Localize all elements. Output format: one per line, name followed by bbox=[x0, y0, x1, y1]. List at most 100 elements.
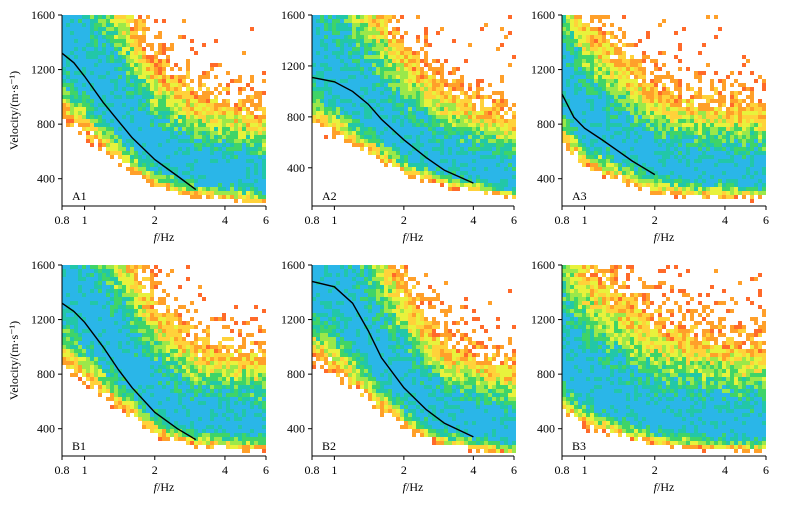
heatmap-cell bbox=[686, 171, 690, 175]
heatmap-cell bbox=[758, 75, 762, 79]
heatmap-cell bbox=[134, 131, 138, 135]
heatmap-cell bbox=[488, 107, 492, 111]
heatmap-cell bbox=[118, 147, 122, 151]
heatmap-cell bbox=[630, 171, 634, 175]
heatmap-cell bbox=[650, 163, 654, 167]
heatmap-cell bbox=[356, 111, 360, 115]
heatmap-cell bbox=[512, 167, 516, 171]
heatmap-cell bbox=[504, 119, 508, 123]
heatmap-cell bbox=[74, 19, 78, 23]
heatmap-cell bbox=[222, 111, 226, 115]
heatmap-cell bbox=[114, 95, 118, 99]
heatmap-cell bbox=[372, 71, 376, 75]
heatmap-cell bbox=[500, 79, 504, 83]
heatmap bbox=[62, 265, 266, 453]
heatmap-cell bbox=[194, 159, 198, 163]
heatmap-cell bbox=[710, 155, 714, 159]
heatmap-cell bbox=[492, 99, 496, 103]
heatmap-cell bbox=[480, 187, 484, 191]
heatmap-cell bbox=[694, 115, 698, 119]
heatmap-cell bbox=[372, 19, 376, 23]
heatmap-cell bbox=[614, 63, 618, 67]
heatmap-cell bbox=[682, 155, 686, 159]
heatmap-cell bbox=[634, 147, 638, 151]
heatmap-cell bbox=[62, 269, 66, 273]
heatmap-cell bbox=[694, 131, 698, 135]
heatmap-cell bbox=[262, 111, 266, 115]
heatmap-cell bbox=[170, 163, 174, 167]
heatmap-cell bbox=[360, 15, 364, 19]
heatmap-cell bbox=[162, 103, 166, 107]
heatmap-cell bbox=[242, 135, 246, 139]
heatmap-cell bbox=[98, 27, 102, 31]
heatmap-cell bbox=[670, 159, 674, 163]
heatmap-cell bbox=[412, 115, 416, 119]
heatmap-cell bbox=[138, 75, 142, 79]
heatmap-cell bbox=[206, 179, 210, 183]
heatmap-cell bbox=[428, 87, 432, 91]
heatmap-cell bbox=[694, 191, 698, 195]
heatmap-cell bbox=[562, 111, 566, 115]
heatmap-cell bbox=[610, 167, 614, 171]
heatmap-cell bbox=[400, 35, 404, 39]
heatmap-cell bbox=[412, 159, 416, 163]
heatmap-cell bbox=[154, 167, 158, 171]
heatmap-cell bbox=[384, 63, 388, 67]
heatmap-cell bbox=[662, 19, 666, 23]
heatmap-cell bbox=[562, 47, 566, 51]
heatmap-cell bbox=[500, 179, 504, 183]
heatmap-cell bbox=[146, 159, 150, 163]
heatmap-cell bbox=[210, 99, 214, 103]
heatmap-cell bbox=[598, 163, 602, 167]
heatmap-cell bbox=[610, 95, 614, 99]
heatmap-cell bbox=[598, 27, 602, 31]
heatmap-cell bbox=[706, 151, 710, 155]
heatmap-cell bbox=[424, 131, 428, 135]
heatmap-cell bbox=[348, 27, 352, 31]
heatmap-cell bbox=[246, 171, 250, 175]
heatmap-cell bbox=[666, 111, 670, 115]
heatmap-cell bbox=[738, 143, 742, 147]
heatmap-cell bbox=[368, 127, 372, 131]
heatmap-cell bbox=[130, 115, 134, 119]
heatmap-cell bbox=[74, 31, 78, 35]
heatmap-cell bbox=[372, 23, 376, 27]
heatmap-cell bbox=[130, 163, 134, 167]
heatmap-cell bbox=[78, 27, 82, 31]
heatmap-cell bbox=[206, 143, 210, 147]
heatmap-cell bbox=[396, 83, 400, 87]
heatmap-cell bbox=[448, 87, 452, 91]
heatmap-cell bbox=[400, 111, 404, 115]
heatmap-cell bbox=[138, 107, 142, 111]
heatmap-cell bbox=[158, 155, 162, 159]
heatmap-cell bbox=[150, 67, 154, 71]
heatmap-cell bbox=[460, 163, 464, 167]
heatmap-cell bbox=[206, 115, 210, 119]
heatmap-cell bbox=[356, 79, 360, 83]
heatmap-cell bbox=[654, 59, 658, 63]
heatmap-cell bbox=[432, 119, 436, 123]
heatmap-cell bbox=[234, 171, 238, 175]
heatmap-cell bbox=[206, 195, 210, 199]
heatmap-cell bbox=[396, 75, 400, 79]
heatmap-cell bbox=[750, 91, 754, 95]
heatmap-cell bbox=[444, 111, 448, 115]
heatmap-cell bbox=[670, 79, 674, 83]
heatmap-cell bbox=[630, 147, 634, 151]
heatmap-cell bbox=[126, 159, 130, 163]
heatmap-cell bbox=[142, 123, 146, 127]
heatmap-cell bbox=[312, 95, 316, 99]
heatmap-cell bbox=[702, 139, 706, 143]
heatmap-cell bbox=[468, 151, 472, 155]
heatmap-cell bbox=[618, 79, 622, 83]
heatmap-cell bbox=[62, 91, 66, 95]
heatmap-cell bbox=[750, 179, 754, 183]
heatmap-cell bbox=[492, 103, 496, 107]
heatmap-cell bbox=[610, 139, 614, 143]
heatmap-cell bbox=[186, 143, 190, 147]
heatmap-cell bbox=[662, 103, 666, 107]
heatmap-cell bbox=[74, 293, 78, 297]
heatmap-cell bbox=[254, 175, 258, 179]
heatmap-cell bbox=[66, 39, 70, 43]
x-axis-title: f/Hz bbox=[154, 230, 175, 244]
